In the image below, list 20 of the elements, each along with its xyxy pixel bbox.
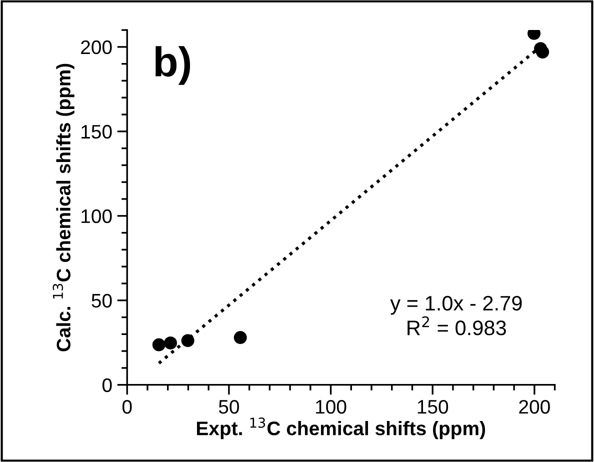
point — [181, 334, 194, 348]
annotation: b) — [156, 46, 190, 85]
x-tick-label: 50 — [218, 400, 239, 414]
x-axis-title: Expt. $^{13}$C chemical shifts (ppm) — [197, 418, 486, 440]
x-tick-label: 200 — [519, 400, 550, 414]
point — [234, 331, 247, 344]
y-tick-label: 100 — [82, 209, 112, 224]
y-axis-title: Calc. $^{13}$C chemical shifts (ppm) — [52, 64, 74, 352]
y-tick-label: 0 — [102, 378, 112, 392]
point — [152, 338, 166, 352]
y-tick-label: 50 — [92, 294, 112, 308]
x-tick-label: 150 — [418, 400, 448, 414]
annotation: y = 1.0x - 2.79 — [390, 296, 522, 315]
point — [164, 336, 177, 350]
annotation: R$^{2}$ = 0.983 — [408, 316, 506, 336]
y-tick-label: 150 — [82, 124, 112, 139]
x-tick-label: 100 — [316, 400, 346, 414]
point — [536, 45, 550, 58]
y-tick-label: 200 — [81, 40, 112, 54]
x-tick-label: 0 — [122, 400, 132, 414]
